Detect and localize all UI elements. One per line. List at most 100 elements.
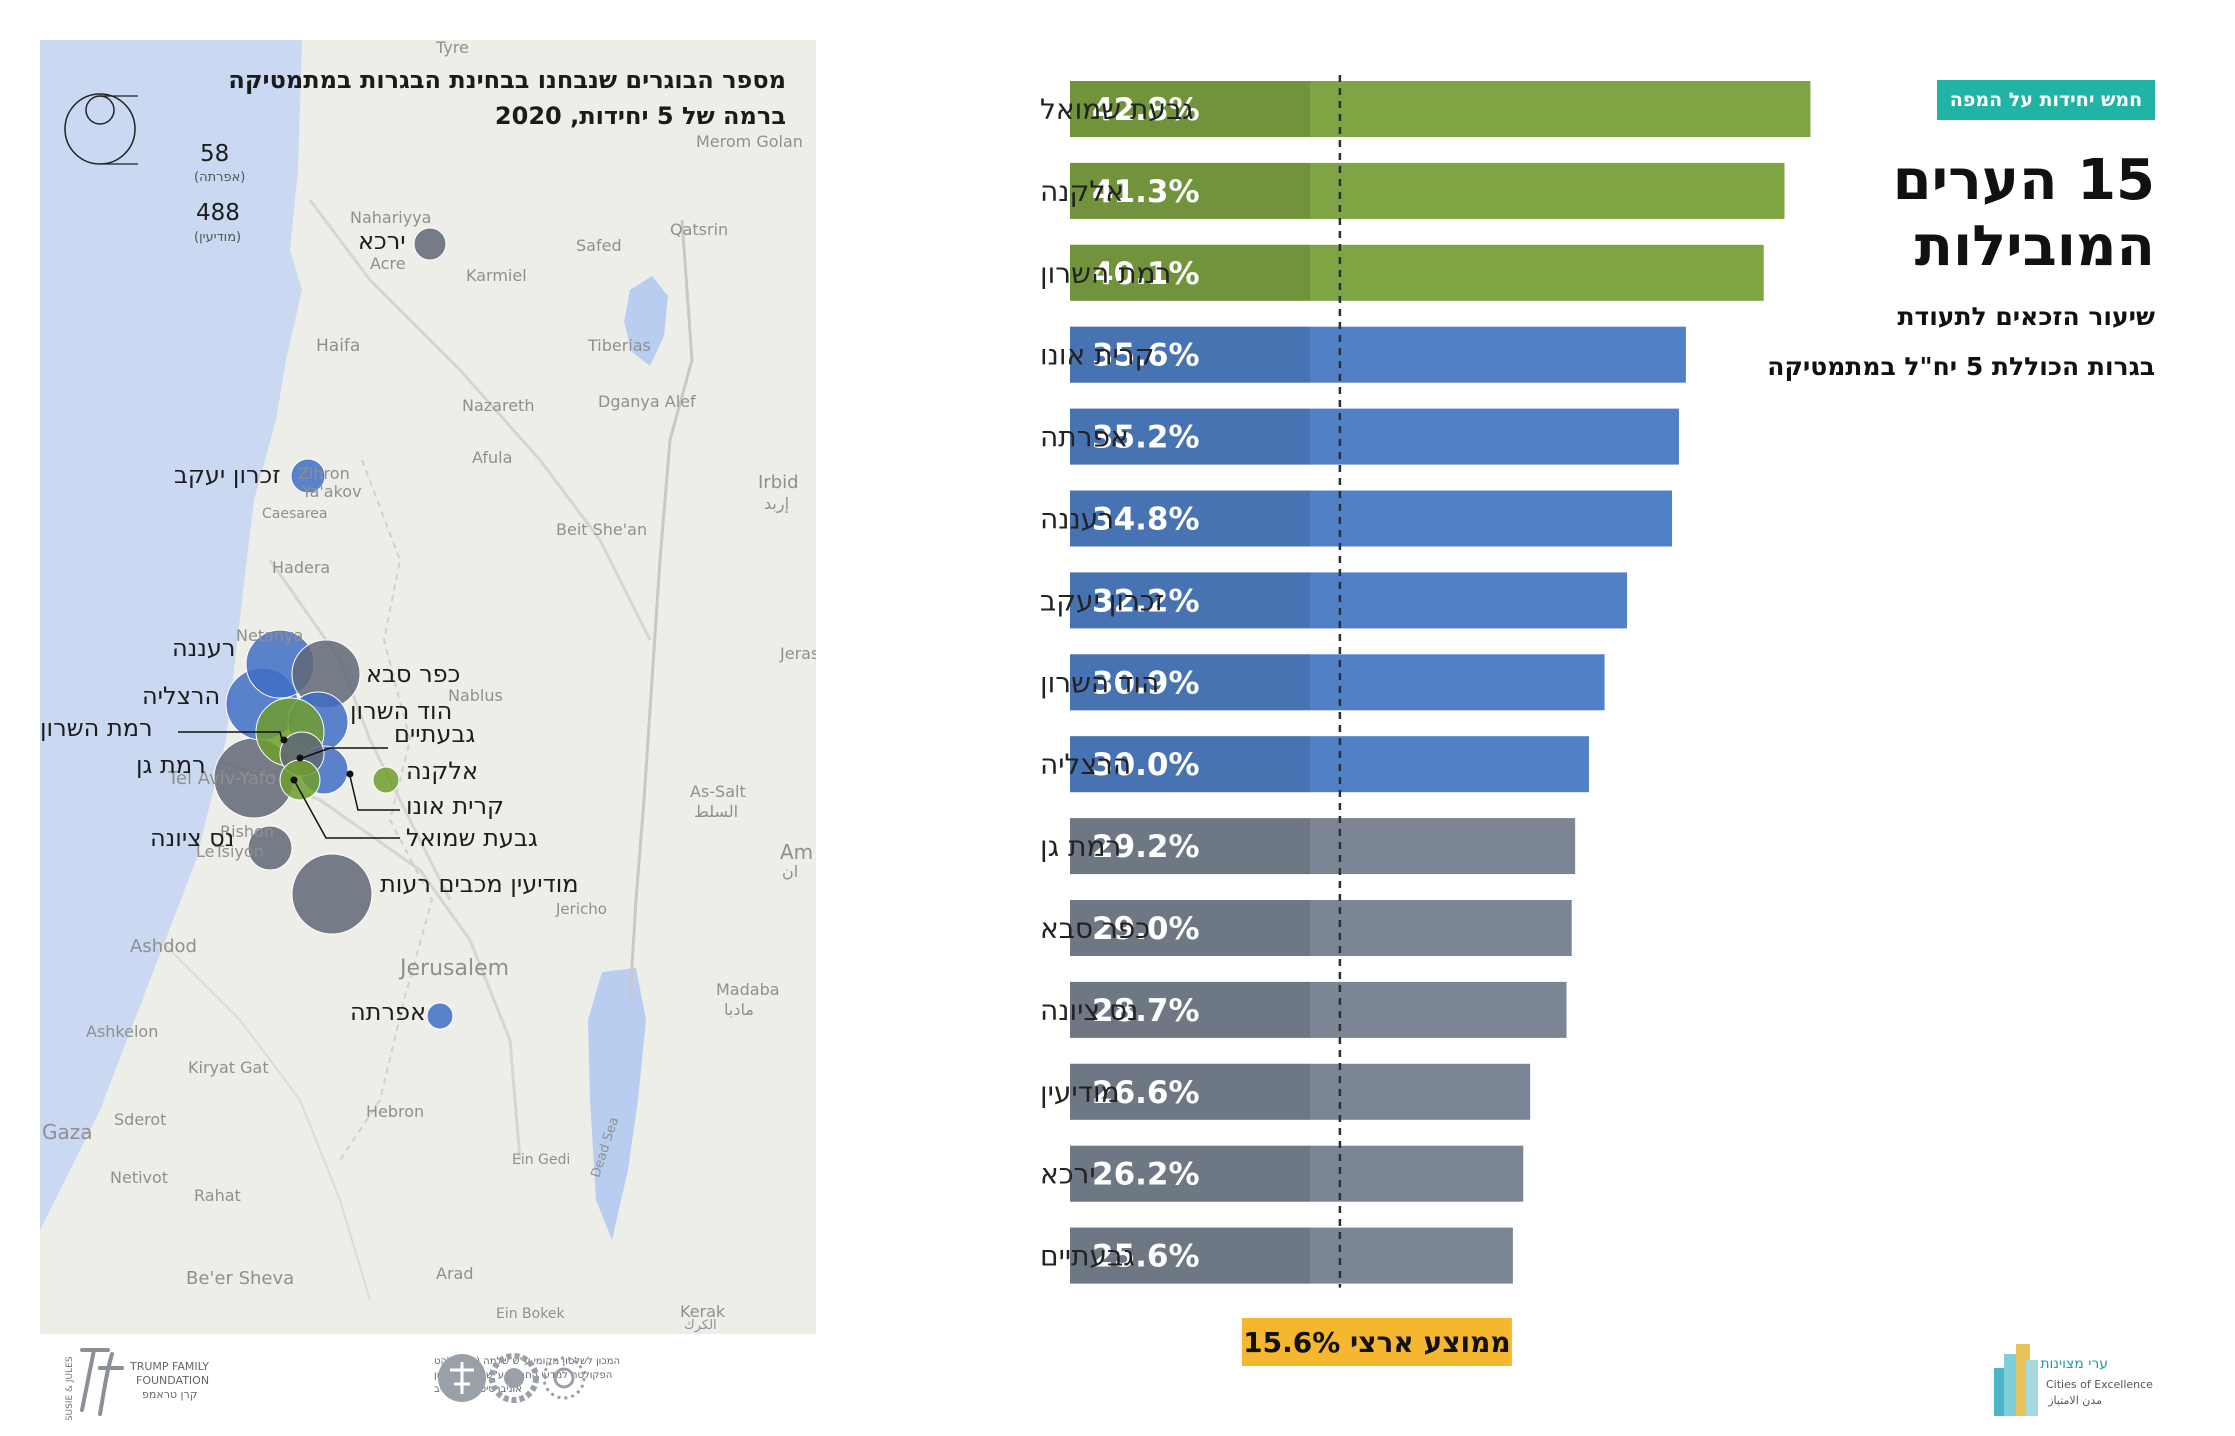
place-kerak-ar: الكرك xyxy=(684,1318,717,1333)
bar xyxy=(1070,81,1811,137)
category-label: כפר סבא xyxy=(1040,912,1150,945)
bar xyxy=(1070,162,1785,219)
bar-row: 28.7%נס ציונה xyxy=(1040,981,1567,1038)
place-jericho: Jericho xyxy=(556,900,607,918)
bar-value-label: 29.0% xyxy=(1092,911,1200,947)
place-tel-aviv: Tel Aviv-Yafo xyxy=(168,768,277,789)
foundation-hebrew: קרן טראמפ xyxy=(142,1388,198,1401)
brand-arabic: مدن الامتياز xyxy=(2047,1394,2102,1407)
category-label: רעננה xyxy=(1040,503,1114,536)
bar-value-label: 25.6% xyxy=(1092,1239,1200,1275)
bar xyxy=(1070,326,1686,383)
map-bubble-zichron xyxy=(290,458,326,494)
place-karmiel: Karmiel xyxy=(466,266,527,285)
bar xyxy=(1070,408,1679,465)
bar-row: 30.9%הוד השרון xyxy=(1040,654,1605,711)
road xyxy=(308,199,652,641)
institute-line1: המכון לשלטון מקומי ע"ש שלמה (צ'יץ) להט xyxy=(434,1356,620,1367)
map-bubble-elkana xyxy=(372,766,400,794)
map-label-kfar-saba: כפר סבא xyxy=(366,660,461,688)
bar-shade xyxy=(1070,572,1310,629)
bar-shade xyxy=(1070,818,1310,875)
subtitle-line1: שיעור הזכאים לתעודת xyxy=(1897,302,2155,331)
bubble-layer xyxy=(213,227,454,1030)
place-beer-sheva: Be'er Sheva xyxy=(186,1268,295,1289)
place-safed: Safed xyxy=(576,236,622,255)
gear-emblem-icon xyxy=(489,1353,539,1403)
bar-shade xyxy=(1070,326,1310,383)
map-label-givatayim: גבעתיים xyxy=(394,720,476,748)
bar-row: 30.0%הרצליה xyxy=(1040,736,1589,793)
average-badge xyxy=(1241,1318,1512,1366)
buildings-icon xyxy=(1994,1344,2038,1416)
bar-row: 35.6%קרית אונו xyxy=(1040,326,1686,383)
bar xyxy=(1070,981,1567,1038)
bar-row: 29.2%רמת גן xyxy=(1040,818,1576,875)
leader-ramat-hasharon xyxy=(178,731,283,741)
trump-foundation-logo-icon xyxy=(80,1348,124,1416)
place-caesarea: Caesarea xyxy=(262,506,328,522)
place-as-salt-ar: السلط xyxy=(694,802,739,821)
map-label-raanana: רעננה xyxy=(172,634,236,662)
place-yaakov-en: Ya'akov xyxy=(302,482,362,501)
bar-value-label: 42.8% xyxy=(1092,92,1200,128)
bar-value-label: 28.7% xyxy=(1092,993,1200,1029)
bar xyxy=(1070,244,1764,301)
bar-row: 26.6%מודיעין xyxy=(1040,1063,1531,1120)
place-irbid: Irbid xyxy=(758,472,799,493)
category-label: קרית אונו xyxy=(1040,339,1154,372)
place-nazareth: Nazareth xyxy=(462,396,535,415)
bars-layer: 42.8%גבעת שמואל 41.3%אלקנה 40.1%רמת השרון 3… xyxy=(1040,75,1811,1366)
dead-sea xyxy=(588,968,646,1240)
bar-shade xyxy=(1070,654,1310,711)
bar-value-label: 30.0% xyxy=(1092,747,1200,783)
map-label-givat-shmuel: גבעת שמואל xyxy=(406,824,538,852)
bar-row: 26.2%ירכא xyxy=(1040,1145,1524,1202)
map-label-ramat-gan: רמת גן xyxy=(136,751,206,779)
bar-row: 32.2%זכרון יעקב xyxy=(1040,572,1628,629)
headline-line1: 15 הערים xyxy=(1892,148,2155,213)
bar xyxy=(1070,1063,1531,1120)
bar-value-label: 35.2% xyxy=(1092,420,1200,456)
leader-kiryat-ono xyxy=(349,775,400,811)
bar-row: 29.0%כפר סבא xyxy=(1040,900,1572,956)
place-tyre: Tyre xyxy=(436,40,469,57)
tau-emblem-icon xyxy=(438,1354,486,1402)
place-jerusalem: Jerusalem xyxy=(400,956,510,981)
bar xyxy=(1070,818,1576,875)
map-label-ness-ziona: נס ציונה xyxy=(150,824,235,852)
leader-dot xyxy=(280,736,288,744)
place-hadera: Hadera xyxy=(272,558,331,577)
place-kerak: Kerak xyxy=(680,1302,726,1321)
bar-shade xyxy=(1070,490,1310,547)
partner-logos: THE SUSIE & JULES TRUMP FAMILY FOUNDATIO… xyxy=(65,1348,620,1436)
bar-row: 25.6%גבעתיים xyxy=(1040,1227,1513,1284)
place-hebron: Hebron xyxy=(366,1102,425,1121)
place-qatsrin: Qatsrin xyxy=(670,220,729,239)
bar-shade xyxy=(1070,900,1310,956)
place-rahat: Rahat xyxy=(194,1186,241,1205)
bar-value-label: 26.6% xyxy=(1092,1075,1200,1111)
category-label: רמת השרון xyxy=(1040,257,1171,290)
category-label: נס ציונה xyxy=(1040,994,1138,1027)
bar-shade xyxy=(1070,1063,1310,1120)
map-bubble-ness-ziona xyxy=(247,825,293,871)
place-sderot: Sderot xyxy=(114,1110,167,1129)
place-madaba: Madaba xyxy=(716,980,780,999)
category-label: הוד השרון xyxy=(1040,666,1159,699)
place-letsiyon: LeTsiyon xyxy=(196,842,264,861)
place-amman-ar: ان xyxy=(782,862,799,881)
map-tag-badge: חמש יחידות על המפה xyxy=(1937,80,2155,120)
map-bubble-yarka xyxy=(413,227,447,261)
bar-shade xyxy=(1070,408,1310,465)
place-jerash: Jeras xyxy=(780,644,816,663)
place-dganya: Dganya Alef xyxy=(598,392,696,411)
bar-value-label: 35.6% xyxy=(1092,338,1200,374)
average-label: 15.6% ממוצע ארצי xyxy=(1243,1326,1510,1359)
bar-row: 34.8%רעננה xyxy=(1040,490,1673,547)
bar-shade xyxy=(1070,244,1310,301)
bar-value-label: 32.2% xyxy=(1092,583,1200,619)
foundation-line1: TRUMP FAMILY xyxy=(129,1360,209,1373)
bar-row: 42.8%גבעת שמואל xyxy=(1040,81,1811,137)
